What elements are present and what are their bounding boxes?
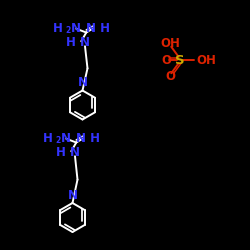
Text: N: N: [78, 76, 88, 89]
Text: H N: H N: [56, 146, 80, 159]
Text: H N: H N: [66, 36, 90, 49]
Text: 2: 2: [56, 136, 61, 145]
Text: N: N: [68, 189, 78, 202]
Text: H: H: [43, 132, 52, 145]
Text: 2: 2: [66, 26, 71, 35]
Text: N H: N H: [76, 132, 100, 145]
Text: O: O: [165, 70, 175, 83]
Text: OH: OH: [196, 54, 216, 66]
Text: N: N: [70, 22, 81, 35]
Text: N: N: [60, 132, 70, 145]
Text: OH: OH: [160, 37, 180, 50]
Text: H: H: [52, 22, 62, 35]
Text: O: O: [161, 54, 171, 66]
Text: N H: N H: [86, 22, 110, 35]
Text: S: S: [175, 54, 185, 66]
